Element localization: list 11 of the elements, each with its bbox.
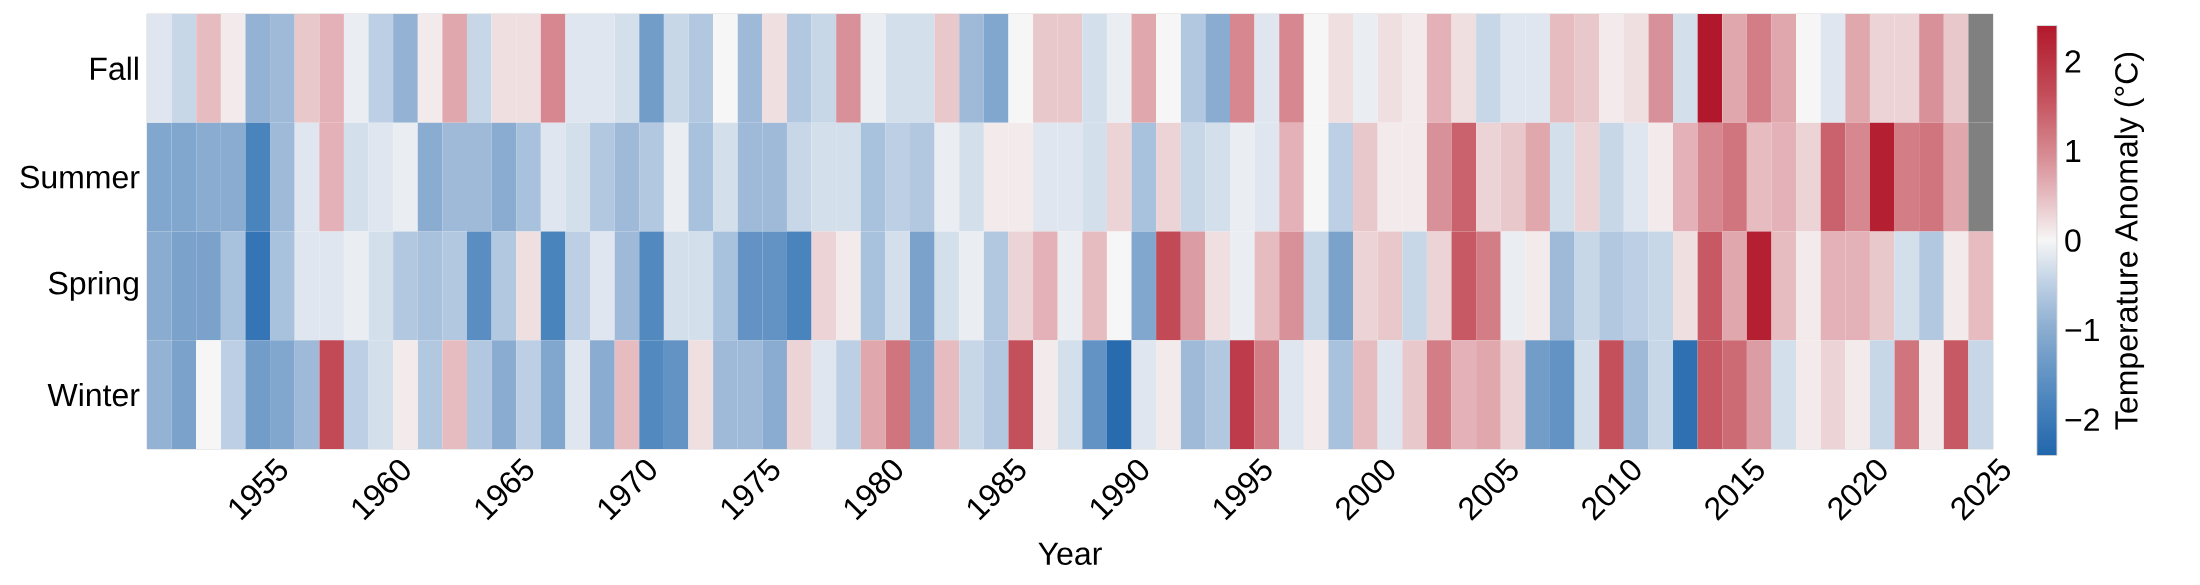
color-bar-label: −1: [2065, 319, 2099, 342]
y-tick-label: Summer: [20, 165, 140, 189]
color-bar-label: 2: [2065, 50, 2081, 73]
y-tick-label: Winter: [47, 382, 140, 407]
color-bar-label: −2: [2065, 408, 2099, 431]
color-bar-label: 0: [2065, 229, 2081, 252]
color-bar-title: Temperature Anomaly (°C): [2114, 53, 2145, 430]
y-tick-label: Fall: [91, 56, 138, 81]
x-axis-title: Year: [1038, 542, 1102, 565]
y-tick-label: Spring: [48, 270, 138, 301]
color-bar-label: 1: [2066, 139, 2081, 162]
